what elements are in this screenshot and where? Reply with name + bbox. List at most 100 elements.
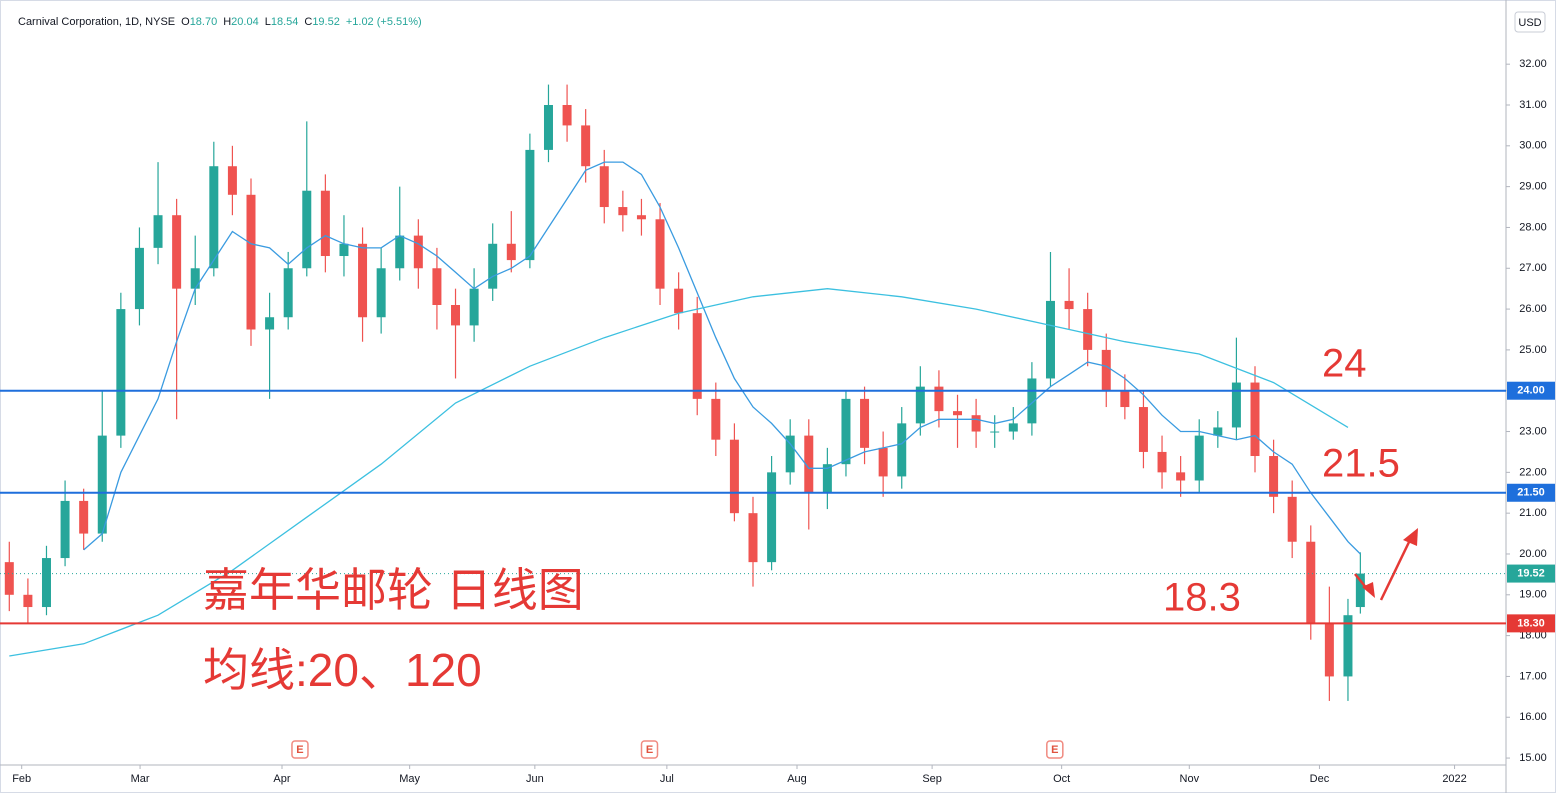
candle-body: [971, 415, 981, 432]
candle-body: [413, 235, 423, 269]
candle-body: [1213, 427, 1223, 436]
candle-body: [636, 215, 646, 220]
arrow: [1379, 539, 1412, 601]
candle-body: [97, 435, 107, 534]
candle-body: [785, 435, 795, 473]
y-tick-label: 19.00: [1519, 589, 1547, 601]
candle-body: [1231, 382, 1241, 428]
y-tick-label: 29.00: [1519, 181, 1547, 193]
y-tick-label: 21.00: [1519, 507, 1547, 519]
candle-body: [265, 317, 275, 330]
candle-body: [1045, 300, 1055, 379]
candle-body: [1138, 407, 1148, 452]
y-tick-label: 28.00: [1519, 221, 1547, 233]
candle-body: [41, 558, 51, 608]
candle-body: [711, 398, 721, 440]
candle-body: [581, 125, 591, 167]
candle-body: [878, 447, 888, 477]
candle-body: [1064, 300, 1074, 310]
plot: [4, 84, 1365, 701]
level-tag-label: 24.00: [1517, 385, 1545, 397]
y-tick-label: 32.00: [1519, 58, 1547, 70]
candle-body: [860, 398, 870, 448]
y-tick-label: 30.00: [1519, 140, 1547, 152]
candle-body: [1287, 496, 1297, 542]
candle-body: [376, 268, 386, 318]
x-tick-label: Feb: [12, 773, 31, 785]
currency: USD: [1518, 17, 1541, 29]
earnings-label: E: [296, 744, 303, 756]
y-tick-label: 22.00: [1519, 466, 1547, 478]
candle-body: [915, 386, 925, 424]
header-value: 18.54: [271, 16, 299, 28]
candle-body: [897, 423, 907, 477]
candle-body: [692, 313, 702, 399]
y-tick-label: 17.00: [1519, 670, 1547, 682]
level-tag-label: 18.30: [1517, 617, 1545, 629]
x-tick-label: 2022: [1442, 773, 1466, 785]
y-tick-label: 18.00: [1519, 630, 1547, 642]
header-key: H: [223, 16, 231, 28]
header-title: Carnival Corporation, 1D, NYSE: [18, 16, 175, 28]
header-value: 19.52: [312, 16, 340, 28]
candle-body: [432, 268, 442, 305]
candle-body: [1027, 378, 1037, 424]
candle-body: [358, 243, 368, 318]
candle-body: [674, 288, 684, 314]
earnings-marker: [640, 740, 659, 759]
level-tag: [1507, 483, 1555, 502]
x-tick-label: Nov: [1180, 773, 1200, 785]
candle-body: [320, 190, 330, 257]
y-tick-label: 16.00: [1519, 711, 1547, 723]
candle-body: [562, 105, 572, 126]
candle-body: [227, 166, 237, 195]
candle-body: [1083, 309, 1093, 350]
candle-body: [990, 431, 1000, 433]
x-tick-label: Apr: [273, 773, 290, 785]
candle-body: [302, 190, 312, 269]
earnings-marker: [1046, 740, 1064, 759]
earnings-label: E: [646, 744, 653, 756]
header-key: C: [304, 16, 312, 28]
candle-body: [190, 268, 200, 289]
last-price-label: 19.52: [1517, 567, 1545, 579]
candle-body: [729, 439, 739, 514]
candle-body: [841, 398, 851, 465]
candle-body: [934, 386, 944, 412]
candle-body: [1120, 390, 1130, 408]
x-tick-label: Dec: [1310, 773, 1330, 785]
level-tag: [1507, 614, 1555, 633]
header-value: 20.04: [231, 16, 259, 28]
candle-body: [283, 268, 293, 318]
header-text: Carnival Corporation, 1D, NYSE O18.70 H20.…: [18, 16, 422, 28]
x-tick-label: Mar: [131, 773, 150, 785]
earnings-label: E: [1051, 744, 1058, 756]
level-tag: [1507, 381, 1555, 400]
candle-body: [1269, 456, 1279, 497]
currency-box: [1514, 11, 1546, 33]
candle-body: [1194, 435, 1204, 481]
candle-body: [60, 500, 70, 559]
y-tick-label: 15.00: [1519, 752, 1547, 764]
arrow-head: [1403, 528, 1418, 546]
y-tick-label: 25.00: [1519, 344, 1547, 356]
annotation: 24: [1322, 342, 1367, 386]
x-tick-label: Oct: [1053, 773, 1070, 785]
header-key: O: [181, 16, 190, 28]
moving-average: [9, 288, 1349, 657]
y-tick-label: 26.00: [1519, 303, 1547, 315]
candle-body: [655, 219, 665, 289]
candle-body: [339, 243, 349, 257]
candle-body: [767, 472, 777, 563]
arrow-head: [1362, 582, 1375, 598]
candle-body: [1176, 472, 1186, 481]
header-value: 18.70: [190, 16, 218, 28]
candle-body: [395, 235, 405, 269]
candle-body: [488, 243, 498, 289]
candle-body: [209, 166, 219, 269]
x-tick-label: Jul: [660, 773, 674, 785]
candle-body: [4, 562, 14, 595]
candle-body: [822, 464, 832, 493]
header-key: L: [265, 16, 271, 28]
